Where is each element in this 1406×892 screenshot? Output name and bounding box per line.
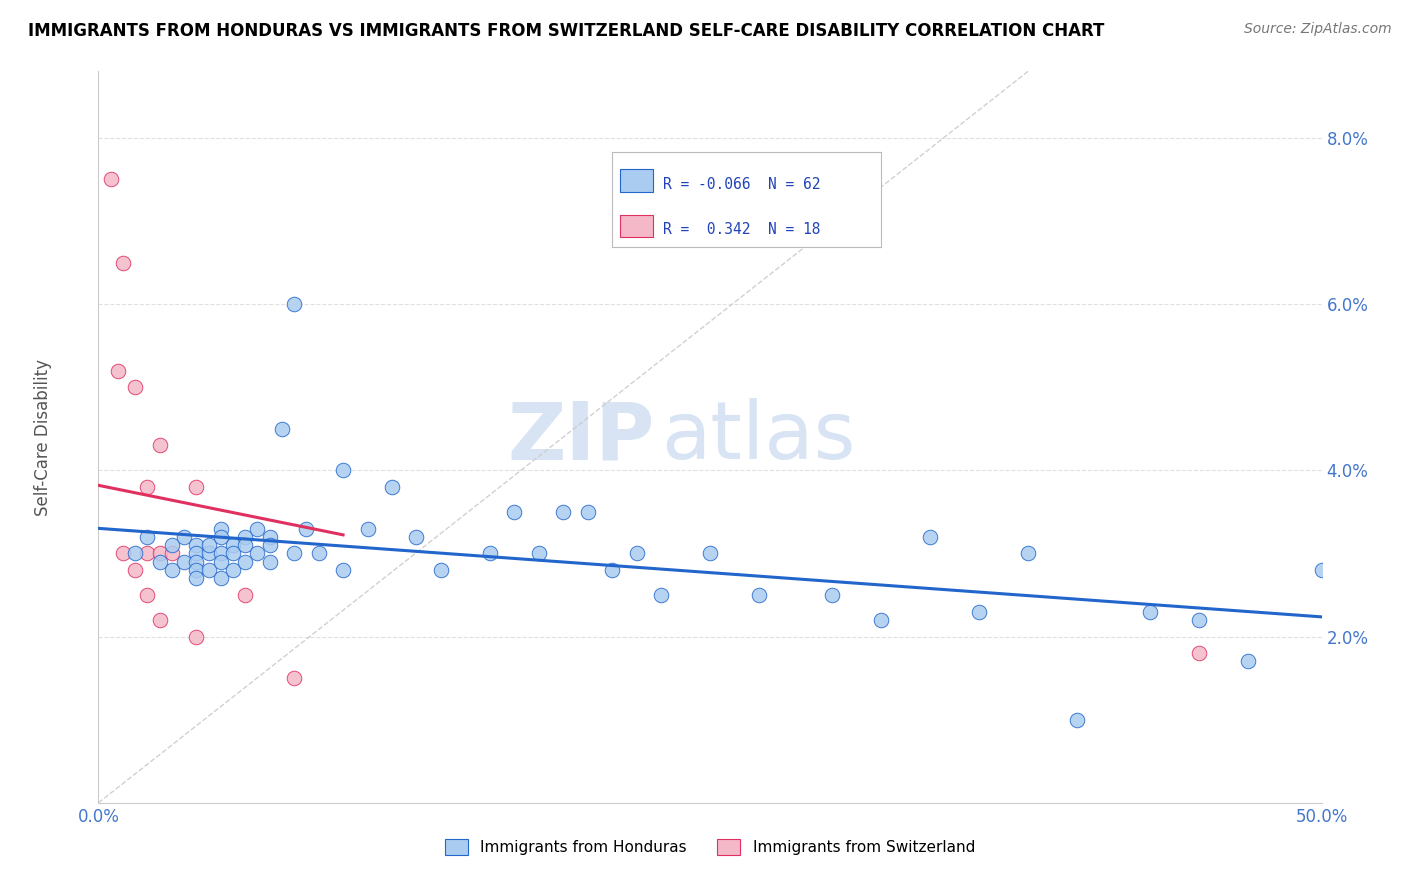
Text: IMMIGRANTS FROM HONDURAS VS IMMIGRANTS FROM SWITZERLAND SELF-CARE DISABILITY COR: IMMIGRANTS FROM HONDURAS VS IMMIGRANTS F… (28, 22, 1105, 40)
Point (209, 521, 232, 535)
Text: Source: ZipAtlas.com: Source: ZipAtlas.com (1244, 22, 1392, 37)
Point (100, 172, 122, 186)
Point (821, 588, 844, 602)
Point (186, 480, 208, 494)
Legend: Immigrants from Honduras, Immigrants from Switzerland: Immigrants from Honduras, Immigrants fro… (439, 833, 981, 861)
Point (136, 480, 159, 494)
Point (478, 546, 501, 560)
Point (197, 546, 219, 560)
Point (107, 363, 129, 377)
Point (503, 505, 526, 519)
Point (173, 530, 195, 544)
Point (149, 555, 172, 569)
Point (209, 555, 232, 569)
Point (576, 505, 599, 519)
Point (430, 563, 453, 577)
Point (111, 255, 134, 269)
Point (259, 530, 281, 544)
Point (870, 613, 893, 627)
Point (111, 546, 134, 560)
Point (173, 555, 195, 569)
Point (197, 563, 219, 577)
Point (149, 546, 172, 560)
Point (1188, 613, 1211, 627)
Point (1066, 713, 1088, 727)
Point (222, 563, 245, 577)
Point (283, 671, 305, 685)
Point (283, 546, 305, 560)
Point (259, 555, 281, 569)
Point (160, 563, 183, 577)
Point (246, 521, 269, 535)
Point (186, 555, 208, 569)
Point (699, 546, 721, 560)
Point (160, 546, 183, 560)
Point (1017, 546, 1039, 560)
Point (209, 571, 232, 585)
Text: atlas: atlas (661, 398, 855, 476)
Point (209, 530, 232, 544)
Point (600, 563, 623, 577)
Point (209, 546, 232, 560)
Text: ZIP: ZIP (508, 398, 655, 476)
Point (136, 530, 159, 544)
Point (124, 380, 146, 394)
Point (149, 613, 172, 627)
Point (308, 546, 330, 560)
Point (160, 538, 183, 552)
Point (124, 546, 146, 560)
Point (1237, 655, 1260, 669)
Point (332, 463, 354, 477)
Point (1139, 605, 1161, 619)
Point (186, 546, 208, 560)
Point (967, 605, 990, 619)
Text: Self-Care Disability: Self-Care Disability (34, 359, 52, 516)
Point (136, 546, 159, 560)
Point (527, 546, 550, 560)
Point (332, 563, 354, 577)
Point (405, 530, 427, 544)
Point (356, 521, 378, 535)
Point (920, 530, 942, 544)
Point (222, 538, 245, 552)
Point (136, 588, 159, 602)
Point (186, 563, 208, 577)
Point (186, 630, 208, 644)
Point (381, 480, 404, 494)
Point (186, 538, 208, 552)
Point (233, 530, 256, 544)
Point (222, 546, 245, 560)
Point (246, 546, 269, 560)
Point (197, 538, 219, 552)
Point (233, 555, 256, 569)
Point (295, 521, 318, 535)
Point (270, 422, 294, 436)
Point (124, 563, 146, 577)
Point (149, 438, 172, 452)
Point (233, 538, 256, 552)
Point (553, 505, 575, 519)
Point (626, 546, 648, 560)
Point (283, 297, 305, 311)
Point (748, 588, 770, 602)
Point (1310, 563, 1333, 577)
Point (650, 588, 672, 602)
Point (259, 538, 281, 552)
Point (233, 588, 256, 602)
Point (186, 571, 208, 585)
Point (1188, 646, 1211, 660)
